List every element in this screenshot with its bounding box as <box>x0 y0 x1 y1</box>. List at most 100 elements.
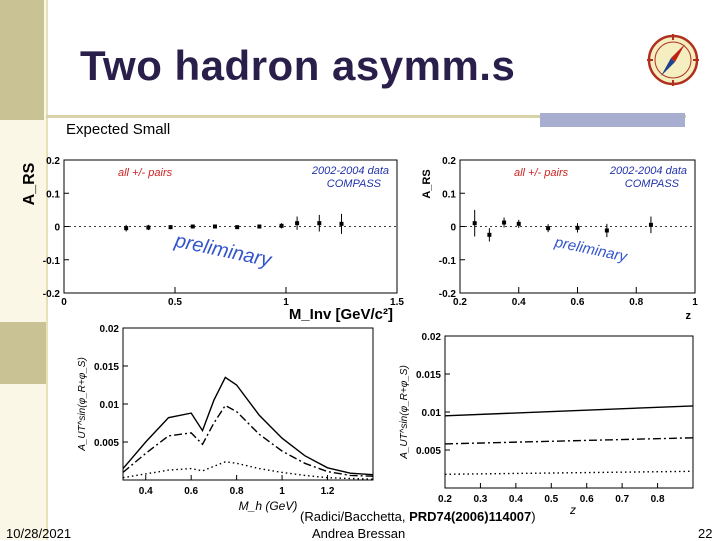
slide-title: Two hadron asymm.s <box>80 42 516 89</box>
y-tick-label: 0.02 <box>422 332 442 343</box>
chart-theory-vs-z: 0.02 0.015 0.01 0.005 0.2 0.3 0.4 0.5 0.6 0.7 0.8 A… <box>399 332 694 517</box>
data-point <box>339 221 344 226</box>
legend-right-1: 2002-2004 data <box>311 165 389 177</box>
data-point <box>575 225 580 230</box>
citation-ref: PRD74(2006)114007 <box>409 509 532 524</box>
data-point <box>124 226 129 231</box>
slide-subtitle: Expected Small <box>66 121 171 138</box>
x-tick-label: 0.7 <box>615 494 629 505</box>
x-tick-label: 0.8 <box>651 494 665 505</box>
y-tick-label: 0.2 <box>442 156 456 167</box>
y-axis-label: A_RS <box>421 169 433 198</box>
sidebar-accent-middle <box>0 322 46 384</box>
data-point <box>279 223 284 228</box>
legend-right-1: 2002-2004 data <box>609 165 687 177</box>
x-axis-label: M_h (GeV) <box>239 499 298 513</box>
legend-left: all +/- pairs <box>514 167 569 179</box>
data-point <box>212 224 217 229</box>
x-tick-label: 0.8 <box>629 297 643 308</box>
title-accent-box <box>540 113 685 127</box>
series-line-dashdot <box>122 404 374 477</box>
x-tick-label: 0.6 <box>184 486 198 497</box>
y-tick-label: -0.2 <box>43 289 61 300</box>
y-tick-label: -0.1 <box>43 256 61 267</box>
x-tick-label: 0.2 <box>453 297 467 308</box>
x-axis-label: z <box>569 503 576 517</box>
x-tick-label: 0 <box>61 297 67 308</box>
citation-prefix: (Radici/Bacchetta, <box>300 509 410 524</box>
x-tick-label: 1 <box>279 486 285 497</box>
x-axis-label: z <box>686 310 692 322</box>
citation: (Radici/Bacchetta, PRD74(2006)114007) <box>300 509 536 524</box>
series-line-dotted <box>444 470 694 475</box>
data-point <box>295 221 300 226</box>
x-tick-label: 0.6 <box>580 494 594 505</box>
y-tick-label: -0.2 <box>439 289 457 300</box>
legend-right-2: COMPASS <box>327 178 382 190</box>
data-point <box>257 224 262 229</box>
y-tick-label: 0.015 <box>416 370 441 381</box>
y-tick-label: 0.1 <box>46 189 60 200</box>
plot-frame <box>122 327 374 481</box>
page-number: 22 <box>698 526 713 541</box>
y-tick-label: 0.01 <box>422 408 442 419</box>
footer-date: 10/28/2021 <box>6 526 72 541</box>
data-point <box>516 221 521 226</box>
x-tick-label: 0.4 <box>509 494 523 505</box>
data-point <box>168 225 173 230</box>
y-axis-label: A_RS <box>21 162 38 205</box>
x-axis-label: M_Inv [GeV/c²] <box>289 306 393 323</box>
legend-right-2: COMPASS <box>625 178 680 190</box>
preliminary-label: preliminary <box>552 234 630 266</box>
y-tick-label: -0.1 <box>439 256 457 267</box>
x-tick-label: 0.5 <box>168 297 182 308</box>
y-tick-label: 0.005 <box>416 446 441 457</box>
y-tick-label: 0 <box>54 223 60 234</box>
data-point <box>472 221 477 226</box>
compass-logo-icon <box>647 34 699 86</box>
x-tick-label: 0.6 <box>571 297 585 308</box>
data-point <box>487 232 492 237</box>
y-tick-label: 0.01 <box>100 400 120 411</box>
y-tick-label: 0.02 <box>100 324 120 335</box>
data-point <box>648 222 653 227</box>
data-point <box>235 225 240 230</box>
y-axis-label: A_UT^sin(φ_R+φ_S) <box>399 365 410 460</box>
x-tick-label: 0.5 <box>544 494 558 505</box>
sidebar-accent-top <box>0 0 44 120</box>
data-point <box>604 228 609 233</box>
series-line-solid <box>122 376 374 476</box>
series-line-dotted <box>122 461 374 480</box>
data-point <box>190 224 195 229</box>
preliminary-label: preliminary <box>172 230 274 272</box>
data-point <box>502 220 507 225</box>
x-tick-label: 1 <box>692 297 698 308</box>
data-point <box>146 225 151 230</box>
x-tick-label: 0.8 <box>230 486 244 497</box>
data-point <box>546 226 551 231</box>
y-tick-label: 0.015 <box>94 362 119 373</box>
title-rule <box>46 115 686 118</box>
series-line-dashdot <box>444 437 694 445</box>
y-axis-label: A_UT^sin(φ_R+φ_S) <box>77 357 88 452</box>
footer-author: Andrea Bressan <box>312 526 406 541</box>
x-tick-label: 1.5 <box>390 297 404 308</box>
data-point <box>317 221 322 226</box>
y-tick-label: 0.005 <box>94 438 119 449</box>
x-tick-label: 0.3 <box>473 494 487 505</box>
x-tick-label: 0.2 <box>438 494 452 505</box>
chart-theory-vs-mh: 0.02 0.015 0.01 0.005 0.4 0.6 0.8 1 1.2 A_UT^sin(… <box>77 324 374 513</box>
y-tick-label: 0.1 <box>442 189 456 200</box>
y-tick-label: 0.2 <box>46 156 60 167</box>
x-tick-label: 0.4 <box>139 486 153 497</box>
x-tick-label: 1 <box>283 297 289 308</box>
citation-suffix: ) <box>531 509 536 524</box>
x-tick-label: 0.4 <box>512 297 526 308</box>
plot-frame <box>444 335 694 489</box>
series-line-solid <box>444 405 694 417</box>
legend-left: all +/- pairs <box>118 167 173 179</box>
x-tick-label: 1.2 <box>321 486 335 497</box>
y-tick-label: 0 <box>450 223 456 234</box>
